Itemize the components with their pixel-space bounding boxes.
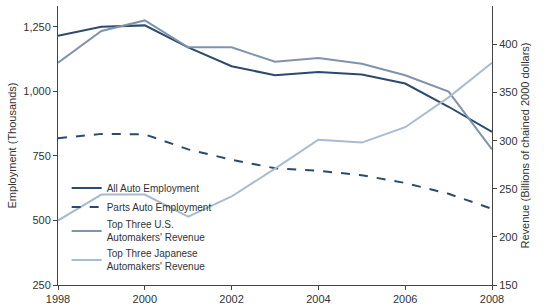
- svg-text:2008: 2008: [480, 293, 504, 305]
- svg-text:500: 500: [32, 214, 50, 226]
- svg-text:250: 250: [499, 183, 517, 195]
- svg-text:Top Three U.S.Automakers' Reve: Top Three U.S.Automakers' Revenue: [107, 219, 206, 243]
- svg-text:300: 300: [499, 135, 517, 147]
- svg-text:All Auto Employment: All Auto Employment: [107, 183, 199, 194]
- svg-text:1,000: 1,000: [23, 85, 51, 97]
- svg-text:Revenue (Billions of chained 2: Revenue (Billions of chained 2000 dollar…: [519, 42, 531, 248]
- svg-text:Top Three JapaneseAutomakers': Top Three JapaneseAutomakers' Revenue: [107, 248, 206, 272]
- svg-text:400: 400: [499, 38, 517, 50]
- svg-text:750: 750: [32, 150, 50, 162]
- svg-text:150: 150: [499, 279, 517, 291]
- svg-text:250: 250: [32, 279, 50, 291]
- svg-text:Parts Auto Employment: Parts Auto Employment: [107, 202, 212, 213]
- svg-text:2000: 2000: [133, 293, 157, 305]
- svg-text:Employment (Thousands): Employment (Thousands): [6, 83, 18, 209]
- svg-text:350: 350: [499, 86, 517, 98]
- svg-text:200: 200: [499, 231, 517, 243]
- svg-text:1,250: 1,250: [23, 21, 51, 33]
- svg-text:2006: 2006: [393, 293, 417, 305]
- svg-text:1998: 1998: [46, 293, 70, 305]
- svg-text:2002: 2002: [219, 293, 243, 305]
- svg-text:2004: 2004: [306, 293, 330, 305]
